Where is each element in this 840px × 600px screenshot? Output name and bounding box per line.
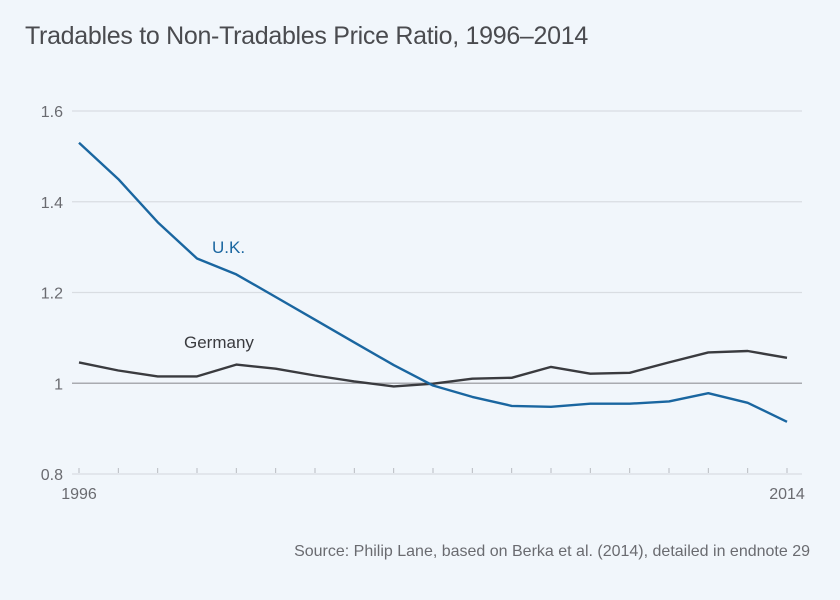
x-axis: 1996 2014	[61, 468, 805, 503]
series-label-germany: Germany	[184, 333, 254, 352]
y-axis-ticks: 0.8 1 1.2 1.4 1.6	[41, 104, 63, 484]
y-tick-label: 1	[54, 376, 63, 393]
chart-title: Tradables to Non-Tradables Price Ratio, …	[25, 22, 588, 50]
y-tick-label: 1.2	[41, 286, 63, 303]
x-tick-label: 2014	[769, 486, 805, 503]
x-tick-label: 1996	[61, 486, 97, 503]
series-lines	[78, 141, 788, 423]
y-tick-label: 1.6	[41, 104, 63, 121]
source-note: Source: Philip Lane, based on Berka et a…	[294, 543, 810, 560]
series-line-uk	[78, 141, 788, 423]
y-tick-label: 1.4	[41, 195, 63, 212]
series-line-germany	[78, 349, 788, 388]
series-label-uk: U.K.	[212, 238, 245, 257]
gridlines	[72, 110, 802, 475]
y-tick-label: 0.8	[41, 467, 63, 484]
